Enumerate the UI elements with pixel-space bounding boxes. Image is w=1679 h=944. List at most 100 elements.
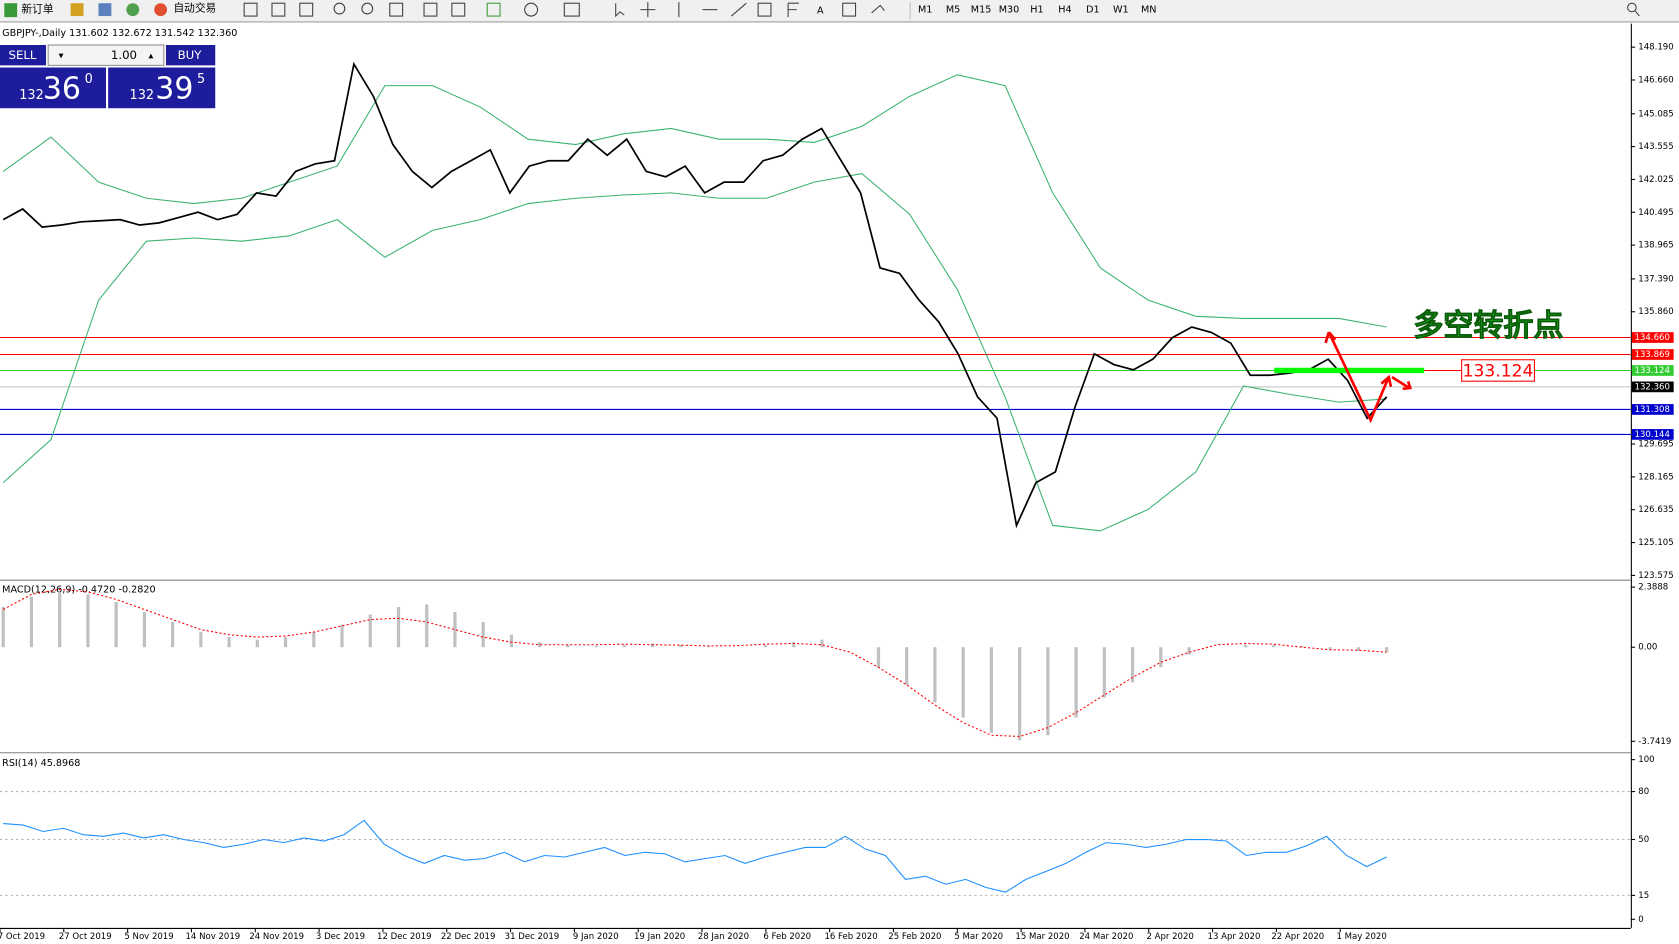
y-tick-label: 137.390 bbox=[1638, 274, 1673, 284]
y-tick-label: 142.025 bbox=[1638, 175, 1673, 185]
timeframe-button[interactable]: W1 bbox=[1113, 5, 1129, 16]
x-tick-label: 14 Nov 2019 bbox=[186, 932, 241, 942]
y-tick-label: 146.660 bbox=[1638, 75, 1673, 85]
timeframe-group: M1 M5 M15 M30 H1 H4 D1 W1 MN bbox=[918, 5, 1157, 16]
timeframe-button[interactable]: M30 bbox=[999, 5, 1020, 16]
x-tick-label: 15 Mar 2020 bbox=[1015, 932, 1069, 942]
rsi-title: RSI(14) 45.8968 bbox=[2, 758, 80, 769]
buy-price-main[interactable]: 39 bbox=[155, 72, 193, 107]
annotation-text: 多空转折点 bbox=[1413, 308, 1563, 343]
toolbar-icon[interactable] bbox=[70, 3, 84, 17]
timeframe-button[interactable]: M15 bbox=[971, 5, 992, 16]
toolbar bbox=[0, 0, 1679, 22]
annotation-label: 133.124 bbox=[1463, 362, 1534, 382]
y-tick-label: 126.635 bbox=[1638, 505, 1673, 515]
y-tick-label: 138.965 bbox=[1638, 241, 1673, 251]
level-label: 130.144 bbox=[1635, 430, 1670, 440]
y-tick-label: 125.105 bbox=[1638, 538, 1673, 548]
level-label-box bbox=[1631, 332, 1674, 343]
timeframe-button[interactable]: D1 bbox=[1086, 5, 1100, 16]
timeframe-button[interactable]: M1 bbox=[918, 5, 932, 16]
x-tick-label: 3 Dec 2019 bbox=[316, 932, 365, 942]
x-tick-label: 6 Feb 2020 bbox=[763, 932, 811, 942]
y-tick-label: 80 bbox=[1638, 787, 1649, 797]
x-tick-label: 25 Feb 2020 bbox=[888, 932, 941, 942]
y-tick-label: 0 bbox=[1638, 915, 1643, 925]
x-tick-label: 28 Jan 2020 bbox=[698, 932, 749, 942]
lot-up[interactable]: ▴ bbox=[149, 51, 154, 62]
level-label-box bbox=[1631, 349, 1674, 360]
x-tick-label: 2 Apr 2020 bbox=[1146, 932, 1193, 942]
x-tick-label: 5 Mar 2020 bbox=[954, 932, 1003, 942]
x-tick-label: 19 Jan 2020 bbox=[634, 932, 685, 942]
sell-price-main[interactable]: 36 bbox=[43, 72, 81, 107]
x-tick-label: 12 Dec 2019 bbox=[377, 932, 432, 942]
rsi-line bbox=[3, 819, 1387, 893]
price-line bbox=[2, 61, 1388, 529]
lower-bollinger bbox=[2, 173, 1387, 532]
sell-label[interactable]: SELL bbox=[8, 48, 36, 62]
buy-button[interactable] bbox=[165, 45, 216, 66]
timeframe-button[interactable]: M5 bbox=[946, 5, 960, 16]
x-tick-label: 22 Dec 2019 bbox=[441, 932, 496, 942]
x-tick-label: 1 May 2020 bbox=[1336, 932, 1386, 942]
toolbar-icon[interactable] bbox=[126, 3, 140, 17]
x-tick-label: 24 Mar 2020 bbox=[1079, 932, 1133, 942]
macd-title: MACD(12,26,9) -0.4720 -0.2820 bbox=[2, 584, 155, 595]
new-order-button[interactable]: 新订单 bbox=[21, 3, 53, 16]
y-tick-label: 100 bbox=[1638, 755, 1654, 765]
y-tick-label: 50 bbox=[1638, 835, 1649, 845]
level-label: 133.869 bbox=[1635, 350, 1670, 360]
auto-trading-icon[interactable] bbox=[154, 3, 168, 17]
y-tick-label: 123.575 bbox=[1638, 571, 1673, 581]
level-label-box bbox=[1631, 429, 1674, 440]
trend-arrows bbox=[1324, 331, 1413, 424]
sell-price-box[interactable] bbox=[0, 67, 107, 109]
annotation-box bbox=[1461, 359, 1535, 382]
buy-price-box[interactable] bbox=[108, 67, 216, 109]
x-tick-label: 16 Feb 2020 bbox=[824, 932, 877, 942]
y-tick-label: 128.165 bbox=[1638, 472, 1673, 482]
chart-title: GBPJPY-,Daily 131.602 132.672 131.542 13… bbox=[2, 28, 237, 39]
buy-label[interactable]: BUY bbox=[178, 48, 203, 62]
level-label-box bbox=[1631, 404, 1674, 415]
x-tick-label: 22 Apr 2020 bbox=[1271, 932, 1324, 942]
lot-input[interactable] bbox=[47, 44, 165, 66]
x-tick-label: 24 Nov 2019 bbox=[249, 932, 304, 942]
level-label: 133.124 bbox=[1635, 366, 1670, 376]
level-label: 134.660 bbox=[1635, 333, 1670, 343]
timeframe-button[interactable]: H4 bbox=[1058, 5, 1071, 16]
x-tick-label: 5 Nov 2019 bbox=[124, 932, 173, 942]
buy-price-big[interactable]: 132 bbox=[130, 88, 155, 103]
auto-trading-button[interactable]: 自动交易 bbox=[173, 2, 216, 15]
sell-price-pip[interactable]: 0 bbox=[85, 72, 93, 87]
y-tick-label: 129.695 bbox=[1638, 440, 1673, 450]
x-tick-label: 9 Jan 2020 bbox=[573, 932, 619, 942]
timeframe-button[interactable]: H1 bbox=[1030, 5, 1043, 16]
sell-price-big[interactable]: 132 bbox=[19, 88, 44, 103]
buy-price-pip[interactable]: 5 bbox=[197, 72, 205, 87]
level-label: 131.308 bbox=[1635, 405, 1670, 415]
y-tick-label: 15 bbox=[1638, 891, 1649, 901]
plot-layer: 148.190 146.660 145.085 143.555 142.025 140.4… bbox=[0, 43, 1674, 942]
timeframe-button[interactable]: MN bbox=[1141, 5, 1157, 16]
y-tick-label: 143.555 bbox=[1638, 142, 1673, 152]
y-tick-label: 140.495 bbox=[1638, 208, 1673, 218]
svg-text:A: A bbox=[817, 6, 824, 17]
y-tick-label: 148.190 bbox=[1638, 43, 1673, 53]
toolbar-icon[interactable] bbox=[98, 3, 112, 17]
toolbar-icons[interactable]: A bbox=[243, 2, 1640, 18]
sell-button[interactable] bbox=[0, 45, 47, 66]
x-tick-label: 13 Apr 2020 bbox=[1208, 932, 1261, 942]
new-order-icon[interactable] bbox=[4, 3, 18, 18]
macd-signal bbox=[2, 588, 1387, 737]
upper-bollinger bbox=[2, 74, 1387, 328]
y-tick-label: 145.085 bbox=[1638, 109, 1673, 119]
level-label-box bbox=[1631, 381, 1674, 393]
lot-value[interactable]: 1.00 bbox=[111, 48, 137, 62]
level-label: 132.360 bbox=[1635, 382, 1670, 392]
x-tick-label: 31 Dec 2019 bbox=[505, 932, 560, 942]
lot-down[interactable]: ▾ bbox=[59, 51, 64, 62]
